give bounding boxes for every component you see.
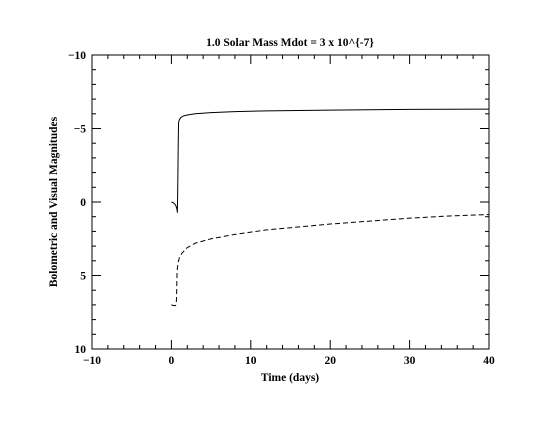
y-tick-label: −10: [68, 50, 86, 62]
plot-frame: [91, 54, 490, 350]
y-axis-label: Bolometric and Visual Magnitudes: [48, 116, 60, 287]
y-tick-label: 0: [80, 197, 86, 209]
x-tick-label: 20: [324, 355, 336, 367]
y-tick-labels: −10 −5 0 5 10: [68, 50, 86, 356]
x-tick-labels: −10 0 10 20 30 40: [83, 355, 495, 367]
bolometric-magnitude-line: [171, 108, 490, 213]
y-tick-label: −5: [74, 124, 87, 136]
x-tick-label: −10: [83, 355, 101, 367]
x-tick-label: 40: [483, 355, 495, 367]
x-tick-label: 30: [404, 355, 416, 367]
series-group: [171, 108, 490, 307]
x-tick-label: 10: [245, 355, 257, 367]
visual-magnitude-line: [171, 214, 490, 307]
y-tick-label: 10: [75, 344, 87, 356]
y-tick-label: 5: [80, 271, 86, 283]
axis-ticks: [91, 54, 490, 350]
chart-title: 1.0 Solar Mass Mdot = 3 x 10^{-7}: [206, 37, 374, 49]
x-tick-label: 0: [169, 355, 175, 367]
x-axis-label: Time (days): [261, 372, 319, 384]
